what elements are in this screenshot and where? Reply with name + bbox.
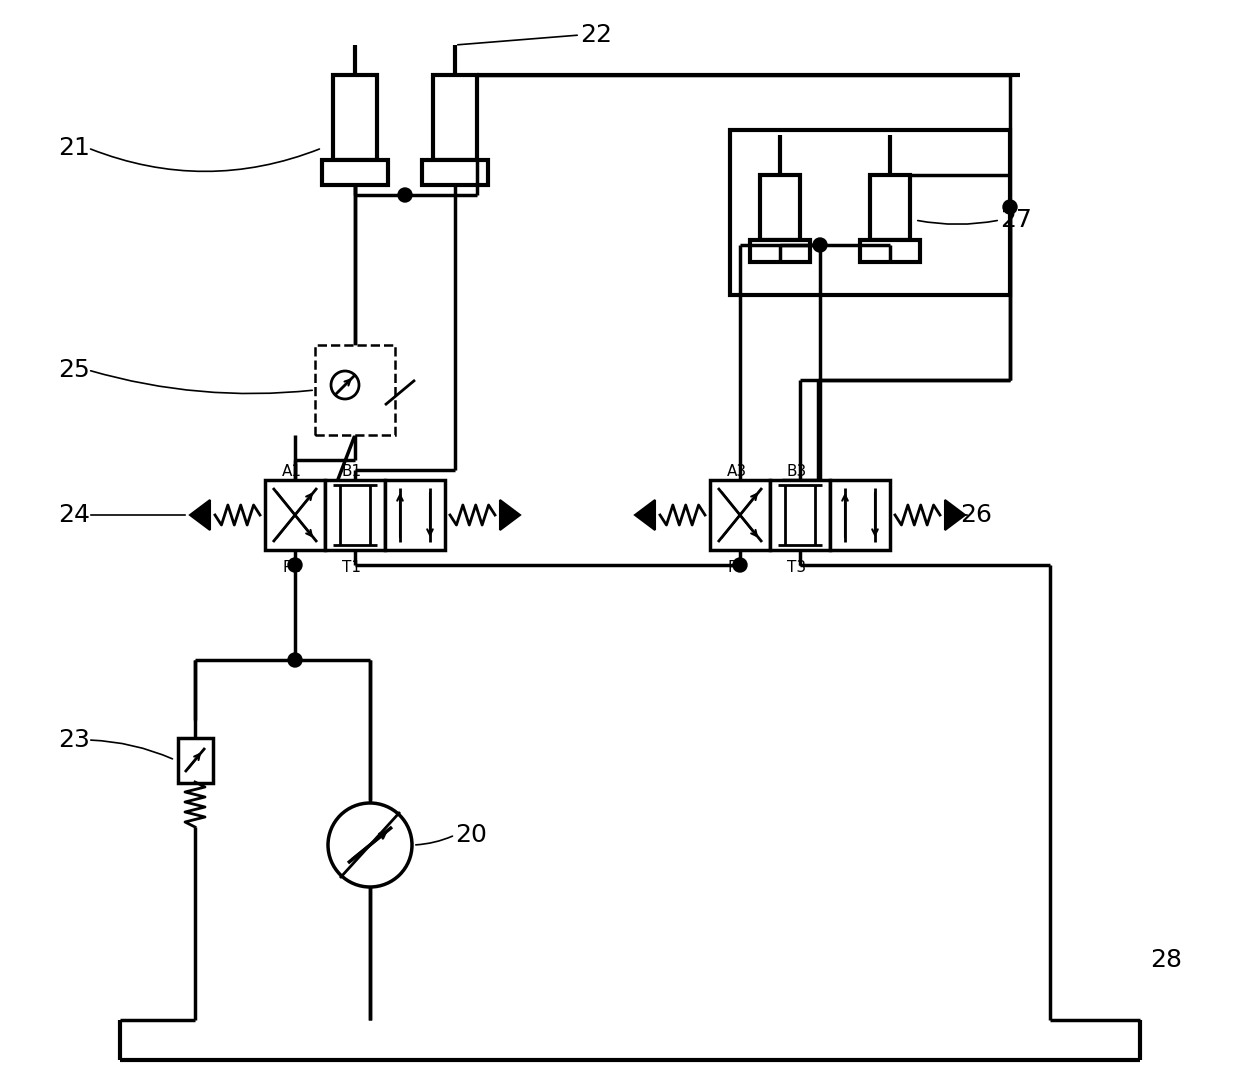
Bar	[384, 480, 445, 550]
Text: 28: 28	[1149, 948, 1182, 972]
Bar	[750, 240, 810, 261]
Circle shape	[288, 653, 303, 667]
Bar	[861, 240, 920, 261]
Text: 25: 25	[58, 358, 89, 382]
Bar	[760, 175, 800, 240]
Bar	[179, 738, 213, 783]
Text: P1: P1	[283, 561, 301, 576]
Bar	[433, 75, 477, 160]
Text: 23: 23	[58, 728, 89, 752]
Text: 21: 21	[58, 136, 89, 160]
Bar	[315, 345, 396, 435]
Circle shape	[1003, 200, 1017, 214]
Bar	[730, 130, 1011, 295]
Bar	[870, 175, 910, 240]
Bar	[422, 160, 489, 185]
Bar	[322, 160, 388, 185]
Text: B3: B3	[787, 465, 807, 480]
Bar	[265, 480, 325, 550]
Text: B1: B1	[342, 465, 362, 480]
Circle shape	[813, 238, 827, 252]
Bar	[830, 480, 890, 550]
Bar	[325, 480, 384, 550]
Text: 20: 20	[455, 823, 487, 847]
Polygon shape	[500, 500, 520, 530]
Text: 26: 26	[960, 502, 992, 527]
Text: 27: 27	[999, 208, 1032, 232]
Text: A1: A1	[281, 465, 303, 480]
Text: T3: T3	[787, 561, 806, 576]
Text: A3: A3	[727, 465, 746, 480]
Circle shape	[288, 558, 303, 572]
Text: T1: T1	[342, 561, 362, 576]
Text: P3: P3	[728, 561, 746, 576]
Text: 24: 24	[58, 502, 91, 527]
Text: 22: 22	[580, 23, 613, 47]
Bar	[770, 480, 830, 550]
Circle shape	[733, 558, 746, 572]
Bar	[711, 480, 770, 550]
Polygon shape	[945, 500, 965, 530]
Polygon shape	[190, 500, 210, 530]
Bar	[334, 75, 377, 160]
Circle shape	[398, 188, 412, 202]
Polygon shape	[635, 500, 655, 530]
